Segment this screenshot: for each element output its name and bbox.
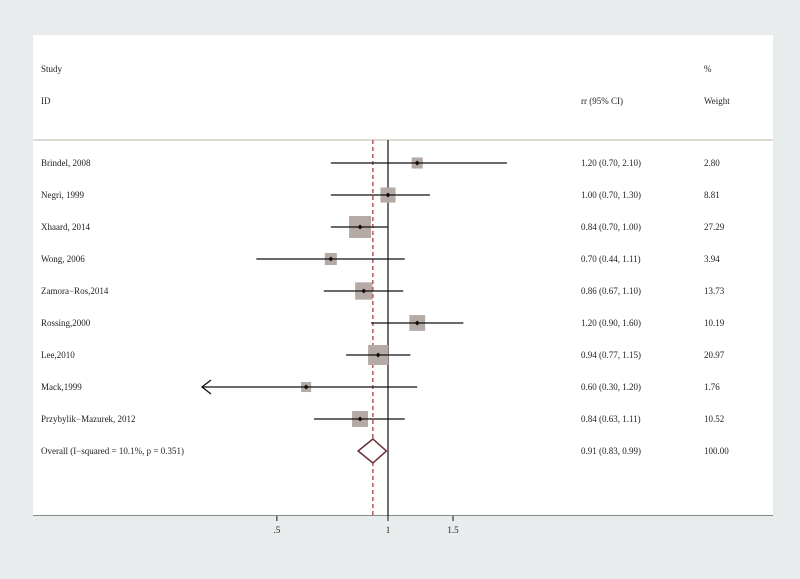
study-label: Zamora−Ros,2014 <box>41 286 109 296</box>
study-label: Rossing,2000 <box>41 318 91 328</box>
header-pct-label: % <box>704 64 712 74</box>
study-weight-text: 10.52 <box>704 414 724 424</box>
study-weight-text: 1.76 <box>704 382 720 392</box>
study-label: Wong, 2006 <box>41 254 85 264</box>
study-ci-text: 0.84 (0.63, 1.11) <box>581 414 641 424</box>
study-label: Mack,1999 <box>41 382 82 392</box>
point-estimate-marker <box>328 256 334 262</box>
study-weight-text: 2.80 <box>704 158 720 168</box>
study-ci-text: 1.20 (0.90, 1.60) <box>581 318 641 328</box>
overall-ci-text: 0.91 (0.83, 0.99) <box>581 446 641 456</box>
study-label: Lee,2010 <box>41 350 75 360</box>
study-weight-text: 13.73 <box>704 286 725 296</box>
overall-diamond <box>356 438 388 464</box>
study-ci-text: 0.86 (0.67, 1.10) <box>581 286 641 296</box>
forest-plot: Study ID rr (95% CI) % Weight Brindel, 2… <box>33 64 773 517</box>
point-estimate-marker <box>303 384 309 390</box>
header-weight-label: Weight <box>704 96 730 106</box>
header-ci-label: rr (95% CI) <box>581 96 623 106</box>
point-estimate-marker <box>357 416 363 422</box>
study-ci-text: 0.70 (0.44, 1.11) <box>581 254 641 264</box>
study-ci-text: 0.84 (0.70, 1.00) <box>581 222 641 232</box>
overall-weight-text: 100.00 <box>704 446 729 456</box>
study-ci-text: 0.60 (0.30, 1.20) <box>581 382 641 392</box>
study-weight-text: 8.81 <box>704 190 720 200</box>
study-label: Xhaard, 2014 <box>41 222 90 232</box>
study-ci-text: 0.94 (0.77, 1.15) <box>581 350 641 360</box>
study-ci-text: 1.00 (0.70, 1.30) <box>581 190 641 200</box>
study-weight-text: 20.97 <box>704 350 725 360</box>
point-estimate-marker <box>385 192 391 198</box>
study-ci-text: 1.20 (0.70, 2.10) <box>581 158 641 168</box>
point-estimate-marker <box>414 160 420 166</box>
plot-panel: Study ID rr (95% CI) % Weight Brindel, 2… <box>33 35 773 517</box>
study-weight-text: 3.94 <box>704 254 720 264</box>
point-estimate-marker <box>361 288 367 294</box>
overall-label: Overall (I−squared = 10.1%, p = 0.351) <box>41 446 184 456</box>
x-tick-label: .5 <box>274 525 281 535</box>
x-tick-label: 1.5 <box>447 525 459 535</box>
point-estimate-marker <box>357 224 363 230</box>
point-estimate-marker <box>375 352 381 358</box>
study-weight-text: 27.29 <box>704 222 725 232</box>
study-label: Brindel, 2008 <box>41 158 91 168</box>
study-label: Negri, 1999 <box>41 190 84 200</box>
point-estimate-marker <box>414 320 420 326</box>
study-label: Przybylik−Mazurek, 2012 <box>41 414 136 424</box>
ci-left-arrow <box>200 379 212 395</box>
header-id-label: ID <box>41 96 51 106</box>
x-tick-label: 1 <box>386 525 391 535</box>
plot-layer: Brindel, 2008 1.20 (0.70, 2.10) 2.80 Negri,… <box>41 140 729 516</box>
study-weight-text: 10.19 <box>704 318 725 328</box>
header-study-label: Study <box>41 64 63 74</box>
